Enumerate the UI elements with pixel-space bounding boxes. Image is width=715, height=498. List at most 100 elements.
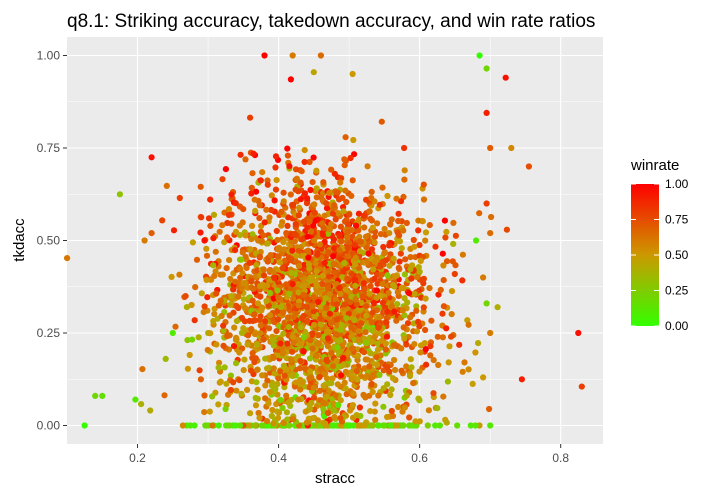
scatter-point — [427, 343, 434, 350]
scatter-point — [280, 198, 287, 205]
legend-tick-label: 0.25 — [665, 284, 689, 298]
scatter-point — [328, 380, 335, 387]
scatter-point — [248, 278, 255, 285]
scatter-point — [407, 314, 414, 321]
scatter-point — [254, 386, 261, 393]
scatter-point — [232, 422, 239, 429]
scatter-point — [342, 385, 349, 392]
scatter-point — [349, 345, 356, 352]
x-axis: 0.2 0.4 0.6 0.8 — [129, 444, 569, 465]
scatter-point — [350, 136, 357, 144]
scatter-point — [277, 396, 284, 403]
scatter-point — [374, 280, 381, 287]
scatter-point — [319, 280, 326, 288]
scatter-point — [278, 222, 285, 229]
scatter-point — [215, 422, 222, 429]
scatter-point — [275, 375, 282, 382]
scatter-point — [326, 310, 333, 317]
scatter-point — [391, 273, 398, 280]
x-tick-label: 0.4 — [270, 451, 287, 465]
scatter-point — [487, 144, 494, 152]
scatter-point — [291, 230, 298, 237]
scatter-point — [368, 327, 375, 334]
scatter-point — [253, 188, 260, 195]
scatter-point — [345, 228, 352, 235]
scatter-point — [310, 384, 317, 391]
scatter-point — [277, 368, 284, 375]
scatter-point — [350, 390, 357, 397]
scatter-point — [310, 294, 317, 301]
scatter-point — [284, 340, 291, 347]
scatter-point — [420, 275, 427, 282]
scatter-point — [300, 291, 307, 299]
scatter-point — [367, 215, 374, 222]
scatter-point — [422, 237, 429, 244]
scatter-point — [368, 188, 375, 195]
scatter-point — [317, 52, 324, 59]
scatter-point — [503, 226, 510, 233]
scatter-point — [281, 372, 288, 379]
scatter-point — [141, 237, 148, 244]
scatter-point — [263, 297, 270, 305]
scatter-point — [401, 271, 408, 278]
scatter-point — [266, 325, 273, 332]
scatter-point — [353, 368, 360, 375]
scatter-point — [436, 422, 443, 429]
scatter-point — [407, 254, 414, 261]
scatter-point — [297, 324, 304, 331]
scatter-point — [321, 238, 328, 245]
scatter-point — [375, 392, 382, 399]
scatter-point — [332, 331, 339, 338]
scatter-point — [347, 299, 354, 306]
scatter-point — [330, 253, 337, 260]
scatter-point — [183, 304, 190, 311]
scatter-point — [461, 359, 468, 366]
scatter-point — [379, 280, 386, 288]
scatter-point — [227, 386, 234, 394]
scatter-point — [288, 356, 295, 363]
scatter-point — [389, 375, 397, 382]
scatter-point — [312, 260, 319, 267]
scatter-point — [233, 360, 240, 367]
y-axis-title: tkdacc — [11, 218, 28, 262]
scatter-point — [424, 422, 431, 429]
scatter-point — [197, 376, 204, 383]
scatter-point — [356, 216, 363, 223]
scatter-point — [398, 367, 405, 374]
scatter-point — [203, 252, 211, 259]
scatter-point — [349, 375, 356, 383]
scatter-point — [374, 346, 382, 353]
scatter-point — [247, 410, 254, 417]
scatter-point — [384, 363, 391, 371]
scatter-point — [279, 265, 286, 272]
scatter-point — [303, 419, 311, 426]
scatter-point — [287, 76, 294, 83]
scatter-point — [380, 385, 387, 392]
scatter-point — [443, 258, 451, 265]
scatter-point — [413, 328, 421, 335]
scatter-point — [360, 392, 367, 399]
scatter-point — [320, 225, 327, 232]
scatter-point — [249, 222, 256, 229]
scatter-point — [262, 355, 269, 362]
scatter-point — [304, 195, 311, 202]
scatter-point — [362, 329, 369, 336]
scatter-point — [245, 422, 253, 429]
scatter-point — [350, 422, 357, 429]
scatter-point — [288, 396, 295, 404]
scatter-point — [272, 186, 280, 193]
scatter-point — [383, 333, 391, 340]
scatter-point — [416, 418, 423, 425]
scatter-point — [347, 154, 354, 162]
scatter-point — [390, 255, 397, 262]
scatter-point — [448, 333, 455, 340]
scatter-point — [264, 282, 271, 289]
scatter-point — [216, 228, 223, 235]
scatter-point — [363, 419, 370, 426]
scatter-point — [421, 340, 428, 347]
scatter-point — [402, 256, 409, 263]
scatter-point — [353, 222, 360, 229]
scatter-point — [257, 322, 264, 329]
scatter-point — [295, 263, 303, 270]
scatter-point — [176, 194, 183, 202]
